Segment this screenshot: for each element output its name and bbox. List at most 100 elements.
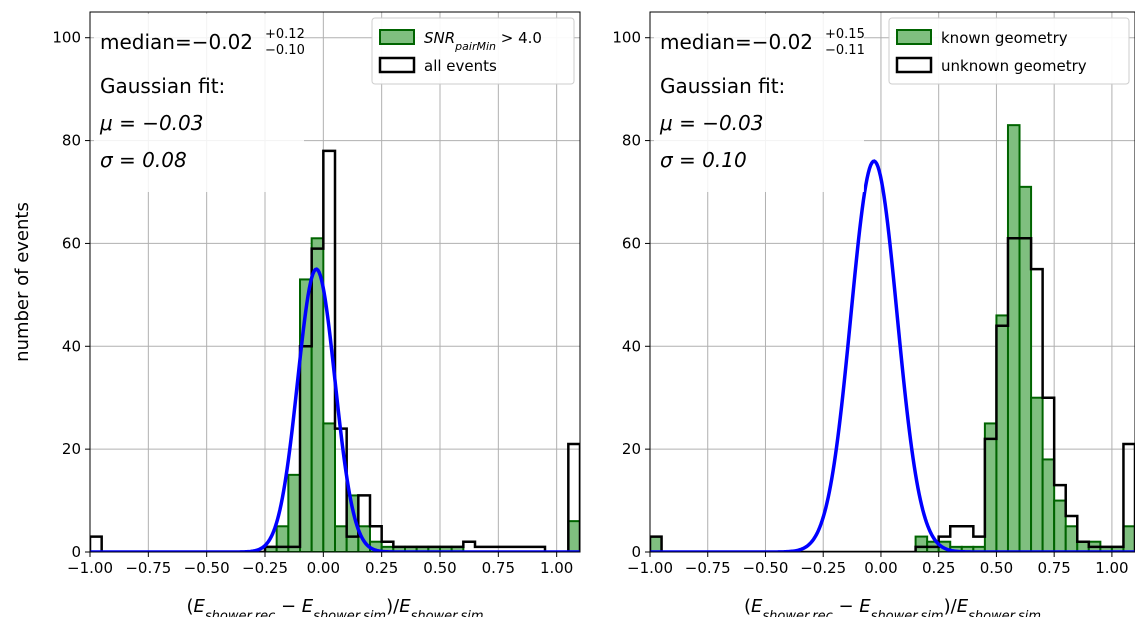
x-tick-label: 0.75 [482, 559, 515, 577]
legend-label-filled: SNRpairMin > 4.0 [424, 29, 542, 53]
x-axis-label-part: E [751, 596, 763, 617]
y-tick-label: 20 [62, 440, 81, 458]
gaussian-sigma-text: σ = 0.10 [660, 148, 747, 172]
legend-label-part: SNR [424, 29, 455, 47]
plot-area [90, 149, 580, 552]
axes-frame [649, 11, 1135, 553]
x-tick-label: −1.00 [67, 559, 113, 577]
x-axis-label-part: shower,sim [313, 609, 386, 617]
legend: known geometry unknown geometry [888, 17, 1130, 85]
gaussian-fit-title: Gaussian fit: [100, 74, 225, 98]
y-tick-label: 40 [62, 337, 81, 355]
histogram-bar [650, 535, 663, 552]
x-axis-label-part: )/ [386, 596, 400, 617]
x-axis-label-part: shower,sim [871, 609, 944, 617]
y-tick-label: 100 [52, 29, 81, 47]
x-tick-label: 0.25 [365, 559, 398, 577]
histogram-bar [995, 314, 1009, 552]
histogram-bar [1064, 525, 1079, 552]
legend-swatch-step [895, 56, 933, 74]
legend-swatch-filled [379, 29, 415, 45]
legend-label-part: > 4.0 [496, 29, 542, 47]
histogram-step-outline [650, 237, 1135, 552]
histogram-bar [983, 422, 998, 552]
gaussian-mu-text: μ = −0.03 [659, 111, 764, 135]
x-axis-label-part: ( [186, 596, 193, 617]
histogram-bar [322, 422, 337, 552]
x-axis-label-part: shower,sim [411, 609, 484, 617]
y-tick-label: 100 [612, 29, 641, 47]
histogram-bar [334, 525, 348, 552]
histogram-bar [275, 525, 290, 552]
gaussian-sigma-text: σ = 0.08 [100, 148, 187, 172]
legend-swatch-step [378, 56, 416, 74]
x-axis-label: (Eshower,rec − Eshower,sim)/Eshower,sim [744, 596, 1041, 617]
y-tick-label: 80 [622, 132, 641, 150]
x-axis-label-part: E [399, 596, 411, 617]
y-tick-label: 20 [622, 440, 641, 458]
axes-frame [89, 11, 581, 553]
x-tick-label: 1.00 [540, 559, 573, 577]
median-upper-error: +0.15 [825, 27, 865, 42]
x-axis-label-part: E [957, 596, 969, 617]
x-axis-label-part: E [859, 596, 871, 617]
median-upper-error: +0.12 [265, 27, 305, 42]
histogram-bar [1030, 396, 1044, 552]
x-axis-label-part: − [275, 596, 302, 617]
histogram-bar [310, 237, 325, 552]
y-tick-label: 0 [71, 543, 81, 561]
x-tick-label: 0.25 [922, 559, 955, 577]
x-tick-label: 0.75 [1037, 559, 1070, 577]
histogram-bar [914, 535, 929, 552]
x-tick-label: 0.00 [864, 559, 897, 577]
x-tick-label: 0.00 [307, 559, 340, 577]
histogram-bar [1006, 124, 1021, 552]
x-tick-label: 1.00 [1095, 559, 1128, 577]
gaussian-fit-title: Gaussian fit: [660, 74, 785, 98]
legend-swatch-filled [896, 29, 932, 45]
stats-annotation-background [654, 14, 864, 192]
legend-label-filled: known geometry [941, 29, 1068, 47]
legend-label-step: all events [424, 57, 497, 75]
y-tick-label: 60 [622, 234, 641, 252]
gaussian-mu-text: μ = −0.03 [99, 111, 204, 135]
histogram-panel-left: −1.00 −0.75 −0.50 −0.25 0.00 0.25 0.50 0.75 1.00… [52, 11, 581, 617]
gaussian-fit-curve [90, 267, 580, 552]
x-axis-label-part: )/ [944, 596, 958, 617]
x-tick-label: −0.25 [242, 559, 288, 577]
x-tick-label: −0.50 [184, 559, 230, 577]
x-tick-label: −1.00 [627, 559, 673, 577]
stats-annotation-background [94, 14, 304, 192]
median-lower-error: −0.10 [265, 43, 305, 58]
x-axis-label-part: E [302, 596, 314, 617]
x-axis-label-part: shower,sim [968, 609, 1041, 617]
x-axis-label-part: shower,rec [205, 609, 275, 617]
histogram-bar [1041, 458, 1056, 552]
x-axis-label-part: ( [744, 596, 751, 617]
plot-area [650, 124, 1135, 552]
x-axis-label: (Eshower,rec − Eshower,sim)/Eshower,sim [186, 596, 483, 617]
histogram-bar [287, 473, 302, 552]
stats-annotation: median=−0.02 +0.15−0.11 Gaussian fit: μ = −… [654, 14, 865, 192]
stats-annotation: median=−0.02 +0.12−0.10 Gaussian fit: μ = −… [94, 14, 305, 192]
histogram-bar [567, 520, 580, 552]
legend: SNRpairMin > 4.0 all events [371, 17, 575, 85]
y-tick-label: 60 [62, 234, 81, 252]
x-tick-label: 0.50 [423, 559, 456, 577]
x-axis-label-part: shower,rec [762, 609, 832, 617]
shared-ylabel: number of events [12, 202, 33, 362]
median-lower-error: −0.11 [825, 43, 865, 58]
x-axis-label-part: E [194, 596, 206, 617]
x-tick-label: 0.50 [980, 559, 1013, 577]
median-text: median=−0.02 [660, 30, 813, 54]
histogram-bar [1018, 185, 1033, 552]
x-tick-label: −0.75 [125, 559, 171, 577]
legend-frame [371, 17, 575, 85]
x-axis-label-part: − [833, 596, 860, 617]
x-tick-label: −0.75 [685, 559, 731, 577]
legend-label-step: unknown geometry [941, 57, 1087, 75]
gaussian-fit-curve [650, 159, 1135, 552]
y-tick-label: 40 [622, 337, 641, 355]
median-text: median=−0.02 [100, 30, 253, 54]
